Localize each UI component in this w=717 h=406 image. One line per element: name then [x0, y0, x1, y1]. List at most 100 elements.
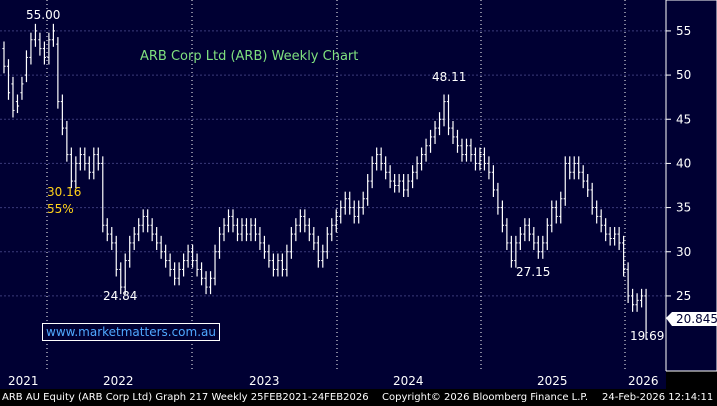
price-bar-week-62 [280, 253, 284, 277]
price-bar-week-105 [473, 147, 478, 171]
price-bar-week-123 [554, 200, 558, 224]
price-bar-week-72 [325, 227, 329, 259]
price-bar-week-92 [415, 156, 419, 180]
price-bar-week-83 [375, 147, 379, 171]
price-bar-week-50 [226, 209, 231, 233]
price-bar-week-28 [128, 235, 132, 268]
price-bar-week-54 [244, 218, 249, 242]
price-bar-week-117 [527, 218, 531, 242]
price-bar-week-7 [33, 23, 38, 47]
price-bar-week-41 [186, 244, 190, 268]
y-tick-label-35: 35 [676, 201, 691, 215]
grid-lines [0, 30, 666, 297]
annotation-low-2025: 27.15 [516, 265, 550, 279]
last-price-label: 20.845 [676, 312, 717, 326]
footer-security-info: ARB AU Equity (ARB Corp Ltd) Graph 217 W… [2, 392, 369, 403]
price-bar-week-44 [199, 262, 204, 286]
price-bar-week-45 [204, 271, 208, 295]
price-bar-week-116 [523, 218, 527, 242]
price-bar-week-140 [631, 288, 635, 312]
price-bar-week-48 [217, 227, 222, 259]
price-bar-week-16 [74, 156, 78, 189]
price-bar-week-30 [137, 218, 141, 242]
price-bar-week-101 [455, 129, 460, 153]
price-bar-week-131 [590, 182, 594, 215]
price-bar-week-51 [231, 209, 235, 233]
y-tick-label-55: 55 [676, 24, 691, 38]
footer-copyright: Copyright© 2026 Bloomberg Finance L.P. [382, 392, 589, 403]
price-bar-week-61 [276, 253, 280, 277]
price-bar-week-130 [586, 174, 590, 197]
price-bar-week-87 [393, 174, 397, 193]
price-bar-week-64 [289, 227, 293, 259]
price-bar-week-95 [428, 129, 433, 153]
price-bar-week-74 [334, 209, 338, 233]
price-bar-week-104 [469, 138, 473, 162]
price-bar-week-12 [56, 37, 60, 109]
price-bar-week-88 [397, 174, 401, 193]
y-tick-label-40: 40 [676, 156, 691, 170]
price-bar-week-143 [644, 288, 648, 340]
last-price-marker: 20.845 [666, 312, 717, 326]
price-bar-week-76 [343, 191, 347, 215]
price-bar-week-37 [168, 253, 172, 277]
y-tick-label-25: 25 [676, 289, 691, 303]
price-bar-week-11 [51, 23, 55, 47]
price-bar-week-43 [195, 253, 199, 277]
price-bar-week-55 [249, 218, 253, 242]
price-bar-week-94 [424, 138, 428, 162]
footer-bar: ARB AU Equity (ARB Corp Ltd) Graph 217 W… [0, 389, 717, 406]
price-bar-week-58 [262, 235, 267, 259]
footer-timestamp: 24-Feb-2026 12:14:11 [602, 392, 714, 403]
price-bar-week-14 [65, 121, 69, 162]
price-bar-week-133 [599, 209, 603, 233]
x-tick-label-2023: 2023 [249, 374, 280, 388]
watermark-link[interactable]: www.marketmatters.com.au [42, 323, 220, 341]
price-bar-week-49 [222, 218, 226, 242]
price-bar-week-120 [541, 235, 545, 259]
price-bars [2, 23, 648, 340]
price-bar-week-107 [482, 147, 487, 171]
price-bar-week-85 [384, 156, 388, 180]
price-bar-week-10 [47, 32, 51, 65]
price-bar-week-65 [294, 218, 298, 242]
price-bar-week-15 [69, 147, 73, 189]
price-bar-week-70 [316, 235, 320, 268]
price-bar-week-125 [563, 156, 567, 206]
price-bar-week-35 [159, 235, 163, 259]
price-bar-week-13 [60, 94, 64, 136]
price-bar-week-71 [321, 244, 325, 268]
y-tick-label-30: 30 [676, 245, 691, 259]
price-bar-week-142 [639, 288, 644, 308]
price-bar-week-3 [15, 94, 20, 114]
price-bar-week-4 [20, 76, 24, 100]
price-bar-week-20 [92, 147, 96, 180]
price-bar-week-67 [303, 209, 307, 233]
price-bar-week-59 [267, 244, 271, 268]
price-bar-week-69 [312, 227, 316, 250]
price-bar-week-106 [478, 147, 482, 171]
price-bar-week-108 [487, 156, 491, 180]
price-bar-week-129 [581, 165, 585, 189]
price-bar-week-91 [410, 165, 415, 189]
price-bar-week-57 [258, 227, 262, 250]
price-bar-week-29 [132, 227, 136, 250]
price-bar-week-90 [406, 174, 410, 197]
annotation-high-2024: 48.11 [432, 70, 466, 84]
x-tick-label-2025: 2025 [537, 374, 568, 388]
price-bar-week-78 [352, 200, 356, 224]
price-bar-week-56 [253, 218, 258, 242]
price-bar-week-21 [96, 147, 100, 171]
price-bar-week-136 [613, 227, 617, 246]
price-bar-week-2 [11, 76, 15, 118]
price-bar-week-26 [119, 262, 123, 295]
price-bar-week-111 [500, 200, 504, 233]
price-bar-week-31 [141, 209, 145, 233]
price-bar-week-47 [213, 244, 217, 286]
price-bar-week-127 [572, 156, 576, 180]
price-bar-week-46 [208, 271, 213, 295]
price-bar-week-82 [370, 156, 374, 189]
price-bar-week-126 [568, 156, 572, 180]
price-bar-week-119 [536, 235, 540, 259]
